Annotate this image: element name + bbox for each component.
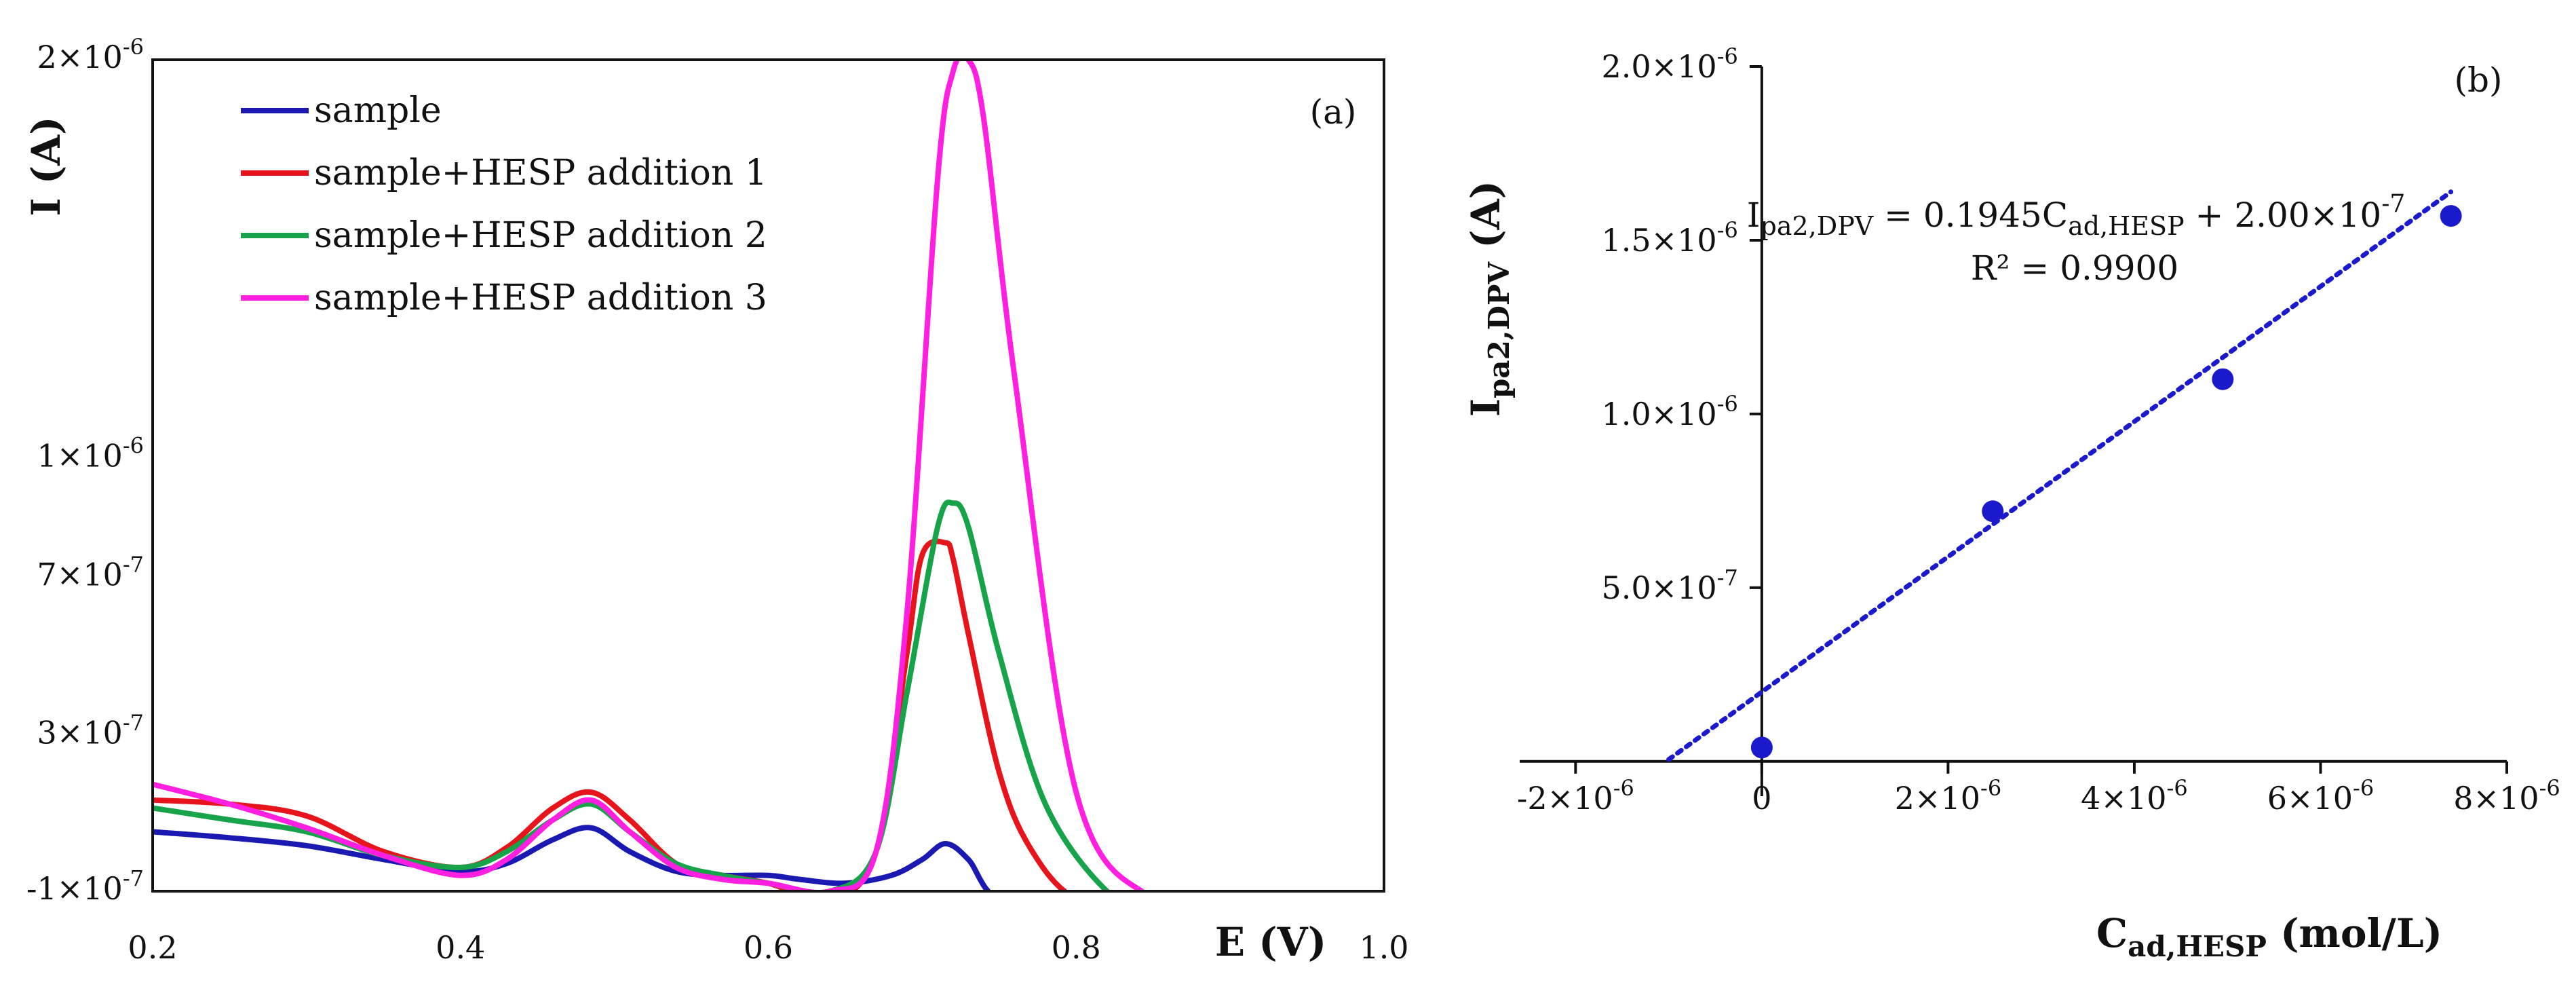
panel-b-y-tick-3-mantissa: 1.5×10 (1601, 222, 1716, 259)
panel-b-y-tick-3: 1.5×10-6 (1601, 217, 1737, 259)
panel-a-y-tick-1-mantissa: -1×10 (26, 870, 123, 907)
panel-a-y-tick-2-exponent: -7 (123, 710, 144, 736)
panel-b-y-tick-2: 1.0×10-6 (1601, 391, 1737, 432)
panel-a-label: (a) (1310, 92, 1357, 132)
panel-b-x-tick-6: 8×10-6 (2453, 775, 2560, 817)
panel-a-y-tick-5: 2×10-6 (37, 34, 144, 75)
series-line-3 (153, 500, 1111, 891)
panel-b-x-tick-1-mantissa: -2×10 (1517, 780, 1613, 817)
panel-a-x-tick-2-mantissa: 0.4 (436, 929, 485, 966)
panel-a-x-tick-5: 1.0 (1359, 929, 1408, 966)
panel-b-y-tick-4-exponent: -6 (1717, 43, 1738, 69)
data-point-1 (1750, 736, 1773, 759)
panel-a-tick-group: 0.2 0.4 0.6 0.8 1.0-1×10-73×10-77×10-71×10-6… (26, 34, 1409, 966)
panel-a-x-tick-4: 0.8 (1052, 929, 1101, 966)
panel-b-x-tick-3-exponent: -6 (1980, 775, 2001, 801)
panel-a-y-tick-4: 1×10-6 (37, 432, 144, 474)
panel-b-x-tick-2: 0 (1752, 780, 1771, 817)
panel-a-y-tick-2: 3×10-7 (37, 710, 144, 751)
panel-a-y-tick-5-mantissa: 2×10 (37, 39, 122, 75)
panel-b-trendline-group (1666, 189, 2454, 762)
panel-b-x-tick-5-mantissa: 6×10 (2267, 780, 2353, 817)
legend-label-2: sample+HESP addition 1 (314, 153, 767, 193)
panel-b-x-tick-4: 4×10-6 (2081, 775, 2188, 817)
panel-b-points-group (1750, 205, 2462, 759)
panel-a-y-tick-1-exponent: -7 (123, 865, 144, 891)
panel-a-x-tick-5-mantissa: 1.0 (1359, 929, 1408, 966)
panel-b-y-tick-4-mantissa: 2.0×10 (1601, 48, 1716, 85)
panel-a-legend: sample sample+HESP addition 1 sample+HESP … (241, 90, 767, 318)
panel-b-xlabel-main: C (2096, 910, 2128, 956)
equation-rhs: + 2.00×10 (2185, 195, 2382, 235)
panel-a-y-tick-3-mantissa: 7×10 (37, 556, 122, 593)
equation-lhs-sub: pa2,DPV (1761, 211, 1874, 241)
panel-a-y-tick-2-mantissa: 3×10 (37, 715, 122, 751)
panel-b-ylabel: Ipa2,DPV (A) (1463, 181, 1516, 417)
panel-a-x-tick-1: 0.2 (128, 929, 177, 966)
panel-b-x-tick-1: -2×10-6 (1517, 775, 1634, 817)
panel-b-y-tick-2-mantissa: 1.0×10 (1601, 396, 1716, 432)
panel-a-y-tick-5-exponent: -6 (123, 34, 144, 60)
panel-b-ylabel-suffix: (A) (1463, 181, 1509, 262)
equation-lhs: I (1747, 195, 1761, 235)
panel-a-x-tick-4-mantissa: 0.8 (1052, 929, 1101, 966)
panel-b-y-tick-3-exponent: -6 (1717, 217, 1738, 243)
panel-a-x-tick-2: 0.4 (436, 929, 485, 966)
panel-b-y-tick-4: 2.0×10-6 (1601, 43, 1737, 85)
panel-a-x-tick-3-mantissa: 0.6 (744, 929, 793, 966)
panel-b-label: (b) (2454, 60, 2502, 100)
panel-b-ylabel-main: I (1463, 398, 1509, 417)
panel-b-x-tick-5-exponent: -6 (2353, 775, 2374, 801)
panel-a-x-tick-1-mantissa: 0.2 (128, 929, 177, 966)
panel-b-x-tick-6-mantissa: 8×10 (2453, 780, 2539, 817)
panel-a-plot-frame (151, 58, 1385, 893)
legend-label-4: sample+HESP addition 3 (314, 278, 767, 318)
panel-a-x-tick-3: 0.6 (744, 929, 793, 966)
panel-a-xlabel: E (V) (1215, 919, 1326, 965)
panel-a-ylabel: I (A) (23, 116, 69, 216)
panel-b-y-tick-1: 5.0×10-7 (1601, 565, 1737, 606)
panel-a-y-tick-4-exponent: -6 (123, 432, 144, 458)
panel-b-x-tick-3-mantissa: 2×10 (1895, 780, 1980, 817)
panel-a-y-tick-3: 7×10-7 (37, 551, 144, 593)
panel-b-x-tick-1-exponent: -6 (1613, 775, 1634, 801)
equation-rhs-exp: -7 (2381, 190, 2405, 218)
panel-b-xlabel-sub: ad,HESP (2128, 930, 2267, 963)
equation-mid: = 0.1945C (1873, 195, 2068, 235)
panel-b-tick-group: -2×10-6 0 2×10-6 4×10-6 6×10-6 8×10-65.0×10-7… (1517, 43, 2560, 817)
panel-b-x-tick-4-mantissa: 4×10 (2081, 780, 2166, 817)
panel-b-xlabel-suffix: (mol/L) (2267, 910, 2442, 956)
legend-label-3: sample+HESP addition 2 (314, 215, 767, 256)
series-line-4 (153, 60, 1147, 891)
panel-b-x-tick-2-mantissa: 0 (1752, 780, 1771, 817)
panel-b-y-tick-1-mantissa: 5.0×10 (1601, 569, 1716, 606)
panel-b: -2×10-6 0 2×10-6 4×10-6 6×10-6 8×10-65.0×10-7… (1463, 43, 2560, 963)
panel-b-equation: Ipa2,DPV = 0.1945Cad,HESP + 2.00×10-7 (1747, 190, 2406, 241)
panel-b-y-tick-1-exponent: -7 (1717, 565, 1738, 591)
series-line-2 (153, 538, 1069, 891)
panel-b-ylabel-sub: pa2,DPV (1482, 261, 1516, 398)
data-point-3 (2212, 368, 2234, 390)
panel-b-x-tick-5: 6×10-6 (2267, 775, 2375, 817)
panel-b-y-tick-2-exponent: -6 (1717, 391, 1738, 417)
data-point-2 (1982, 500, 2004, 523)
trendline (1666, 189, 2454, 762)
panel-b-x-tick-4-exponent: -6 (2167, 775, 2188, 801)
legend-label-1: sample (314, 90, 442, 131)
panel-b-xlabel: Cad,HESP (mol/L) (2096, 910, 2442, 963)
equation-mid-sub: ad,HESP (2068, 211, 2185, 241)
panel-a-y-tick-3-exponent: -7 (123, 551, 144, 577)
panel-b-x-tick-3: 2×10-6 (1895, 775, 2002, 817)
panel-a-y-tick-4-mantissa: 1×10 (37, 437, 122, 474)
data-point-4 (2440, 205, 2462, 227)
panel-a-y-tick-1: -1×10-7 (26, 865, 144, 907)
panel-b-r-squared: R² = 0.9900 (1971, 248, 2178, 288)
panel-b-axes-group (1520, 67, 2507, 796)
panel-a: 0.2 0.4 0.6 0.8 1.0-1×10-73×10-77×10-71×10-6… (23, 34, 1409, 966)
panel-b-x-tick-6-exponent: -6 (2539, 775, 2560, 801)
